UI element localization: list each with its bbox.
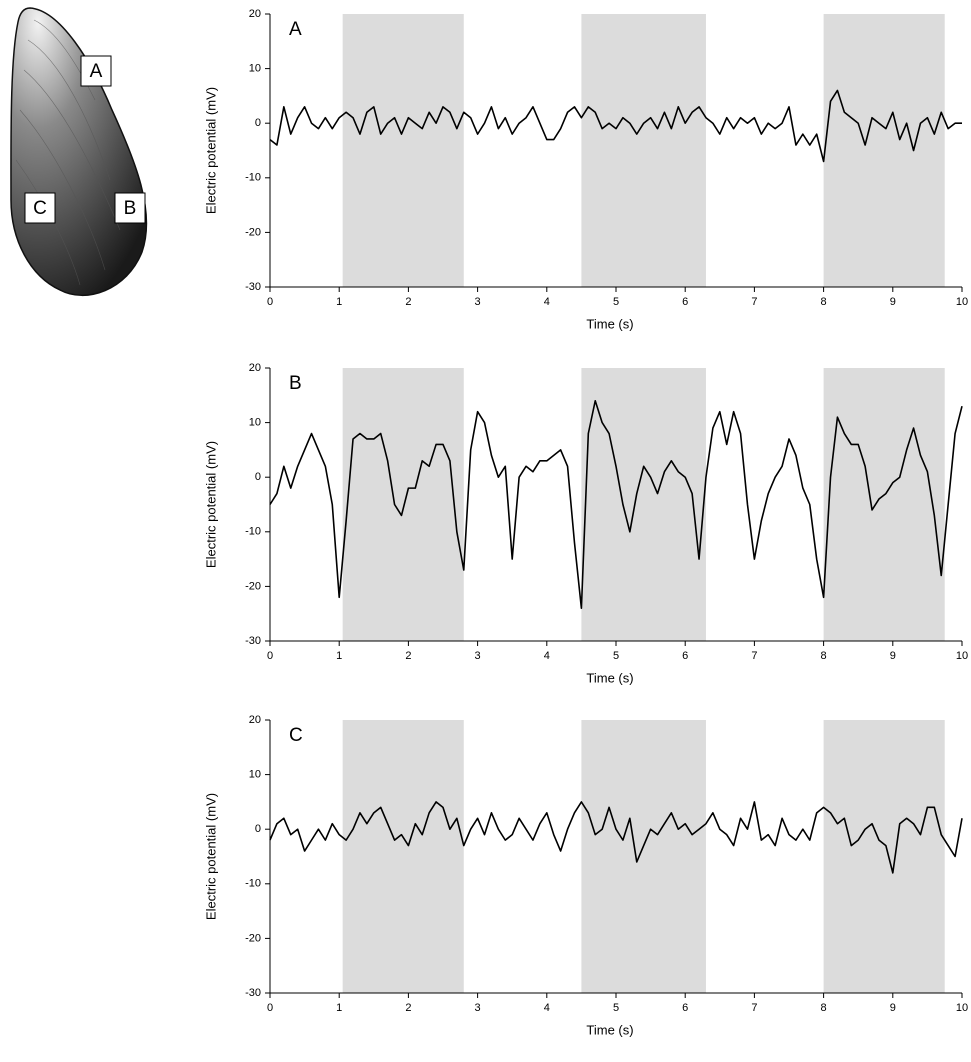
y-tick-label: -10 xyxy=(245,526,261,538)
label-box xyxy=(24,192,56,224)
panel-label: C xyxy=(289,725,303,746)
y-tick-label: 20 xyxy=(249,714,261,726)
x-tick-label: 3 xyxy=(475,296,481,308)
shell-label: B xyxy=(124,198,137,219)
shell-illustration: A B C xyxy=(10,7,148,297)
shaded-region xyxy=(342,720,464,993)
x-tick-label: 8 xyxy=(821,650,827,662)
x-axis-title: Time (s) xyxy=(586,316,633,331)
x-tick-label: 5 xyxy=(613,1002,619,1014)
shell-label: A xyxy=(90,61,103,82)
signal-line xyxy=(269,89,962,163)
x-tick-label: 5 xyxy=(613,650,619,662)
x-tick-label: 7 xyxy=(751,1002,757,1014)
y-tick-label: -10 xyxy=(245,172,261,184)
x-tick-label: 3 xyxy=(475,1002,481,1014)
x-tick-label: 6 xyxy=(682,296,688,308)
signal-line xyxy=(269,399,963,610)
shaded-region xyxy=(342,14,464,287)
panel-label: B xyxy=(289,373,302,394)
shell xyxy=(10,7,148,297)
shaded-region xyxy=(581,14,706,287)
x-tick-label: 10 xyxy=(956,296,968,308)
line-chart: -30 -20 -10 0 10 20 0 1 2 3 4 5 6 7 8 9 10 Time (s) Electr… xyxy=(203,8,968,332)
shaded-region xyxy=(342,368,464,641)
y-tick-label: -30 xyxy=(245,281,261,293)
x-tick-label: 1 xyxy=(336,1002,342,1014)
y-tick-label: -30 xyxy=(245,987,261,999)
label-box xyxy=(114,192,146,224)
x-axis-title: Time (s) xyxy=(586,1022,633,1037)
y-tick-label: -30 xyxy=(245,635,261,647)
panel-label: A xyxy=(289,19,302,40)
y-tick-label: -20 xyxy=(245,226,261,238)
shaded-region xyxy=(823,368,945,641)
x-tick-label: 0 xyxy=(267,650,273,662)
y-tick-label: 10 xyxy=(249,63,261,75)
x-tick-label: 1 xyxy=(336,296,342,308)
x-tick-label: 4 xyxy=(544,296,550,308)
x-tick-label: 10 xyxy=(956,650,968,662)
x-tick-label: 6 xyxy=(682,1002,688,1014)
y-tick-label: -20 xyxy=(245,580,261,592)
x-tick-label: 10 xyxy=(956,1002,968,1014)
x-tick-label: 5 xyxy=(613,296,619,308)
x-tick-label: 7 xyxy=(751,650,757,662)
label-box xyxy=(80,55,112,87)
y-axis-title: Electric potential (mV) xyxy=(203,441,218,568)
x-tick-label: 2 xyxy=(405,650,411,662)
x-tick-label: 4 xyxy=(544,1002,550,1014)
x-tick-label: 3 xyxy=(475,650,481,662)
y-tick-label: 0 xyxy=(255,471,261,483)
x-tick-label: 1 xyxy=(336,650,342,662)
shell-label: C xyxy=(33,198,47,219)
y-tick-label: 20 xyxy=(249,8,261,20)
shaded-region xyxy=(581,368,706,641)
y-tick-label: 20 xyxy=(249,362,261,374)
x-axis-title: Time (s) xyxy=(586,670,633,685)
y-tick-label: 10 xyxy=(249,417,261,429)
y-tick-label: 0 xyxy=(255,117,261,129)
shaded-region xyxy=(823,14,945,287)
x-tick-label: 9 xyxy=(890,650,896,662)
x-tick-label: 4 xyxy=(544,650,550,662)
y-tick-label: 0 xyxy=(255,823,261,835)
y-axis-title: Electric potential (mV) xyxy=(203,87,218,214)
x-tick-label: 9 xyxy=(890,296,896,308)
x-tick-label: 9 xyxy=(890,1002,896,1014)
x-tick-label: 8 xyxy=(821,1002,827,1014)
x-tick-label: 0 xyxy=(267,1002,273,1014)
x-tick-label: 7 xyxy=(751,296,757,308)
y-tick-label: 10 xyxy=(249,769,261,781)
x-tick-label: 0 xyxy=(267,296,273,308)
x-tick-label: 8 xyxy=(821,296,827,308)
y-tick-label: -20 xyxy=(245,932,261,944)
line-chart: -30 -20 -10 0 10 20 0 1 2 3 4 5 6 7 8 9 10 Time (s) Electr… xyxy=(203,362,968,686)
shaded-region xyxy=(823,720,945,993)
signal-line xyxy=(269,801,963,874)
x-tick-label: 2 xyxy=(405,296,411,308)
x-tick-label: 2 xyxy=(405,1002,411,1014)
shaded-region xyxy=(581,720,706,993)
line-chart: -30 -20 -10 0 10 20 0 1 2 3 4 5 6 7 8 9 10 Time (s) Electr… xyxy=(203,714,968,1038)
y-tick-label: -10 xyxy=(245,878,261,890)
x-tick-label: 6 xyxy=(682,650,688,662)
y-axis-title: Electric potential (mV) xyxy=(203,793,218,920)
